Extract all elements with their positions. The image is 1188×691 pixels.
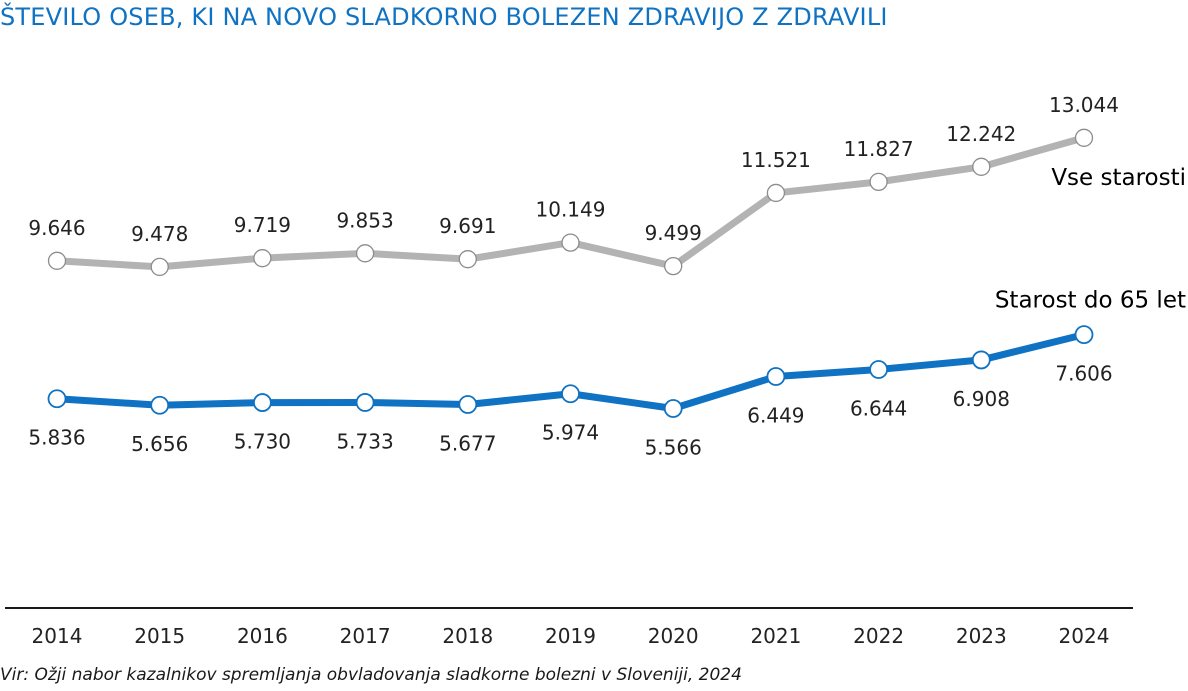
data-label: 5.730 (234, 430, 291, 454)
data-label: 5.974 (542, 421, 599, 445)
data-point (355, 393, 375, 412)
x-tick-label: 2020 (648, 624, 699, 648)
data-label: 5.677 (439, 431, 496, 455)
series-all-ages: 9.646 9.478 9.719 9.853 9.691 10.149 9.499 11.5… (28, 93, 1186, 277)
data-point (458, 395, 478, 414)
data-point (664, 256, 683, 276)
data-point (869, 360, 888, 379)
data-label: 5.733 (336, 429, 393, 453)
series-name-label: Vse starosti (1051, 165, 1186, 191)
data-label: 9.719 (234, 213, 291, 237)
data-label: 13.044 (1049, 93, 1119, 117)
x-tick-label: 2023 (956, 624, 1007, 648)
data-label: 9.499 (645, 221, 702, 245)
data-label: 9.853 (336, 208, 393, 232)
series-under-65: 5.836 5.656 5.730 5.733 5.677 5.974 5.566 6.449… (28, 288, 1186, 460)
data-label: 5.836 (28, 426, 85, 450)
data-label: 9.478 (131, 222, 188, 246)
x-tick-label: 2018 (442, 624, 493, 648)
data-point (47, 251, 67, 270)
data-point (252, 393, 272, 412)
data-label: 9.646 (28, 216, 85, 240)
x-tick-label: 2019 (545, 624, 596, 648)
data-label: 5.656 (131, 432, 188, 456)
data-point (561, 233, 580, 252)
x-tick-label: 2024 (1059, 624, 1110, 648)
data-point (150, 395, 170, 415)
data-point (150, 257, 169, 277)
data-point (561, 384, 580, 404)
x-tick-label: 2022 (853, 624, 904, 648)
x-tick-label: 2014 (32, 624, 83, 648)
data-label: 10.149 (536, 198, 606, 222)
data-label: 11.827 (844, 137, 914, 161)
data-point (766, 183, 786, 203)
x-tick-label: 2021 (750, 624, 801, 648)
data-point (47, 389, 67, 409)
data-point (253, 249, 272, 268)
chart-source: Vir: Ožji nabor kazalnikov spremljanja o… (0, 665, 742, 685)
series-name-label: Starost do 65 let (995, 288, 1186, 314)
data-point (1074, 128, 1094, 147)
data-label: 12.242 (946, 122, 1016, 146)
data-point (869, 172, 888, 192)
data-point (458, 250, 477, 269)
x-tick-label: 2017 (340, 624, 391, 648)
data-point (972, 157, 991, 176)
data-label: 9.691 (439, 214, 496, 238)
data-label: 6.908 (953, 387, 1010, 411)
data-point (1074, 325, 1094, 345)
data-label: 5.566 (645, 436, 702, 460)
series-layer: 9.646 9.478 9.719 9.853 9.691 10.149 9.499 11.5… (28, 93, 1186, 460)
chart-title: ŠTEVILO OSEB, KI NA NOVO SLADKORNO BOLEZ… (0, 3, 888, 31)
data-label: 6.449 (747, 404, 804, 428)
data-label: 11.521 (741, 148, 811, 172)
data-label: 7.606 (1055, 362, 1112, 386)
data-point (971, 350, 991, 370)
data-point (766, 367, 786, 386)
x-tick-labels: 2014 2015 2016 2017 2018 2019 2020 2021 2022 2023… (32, 624, 1110, 648)
x-tick-label: 2016 (237, 624, 288, 648)
x-tick-label: 2015 (134, 624, 185, 648)
data-point (355, 244, 375, 263)
data-point (663, 399, 683, 418)
data-label: 6.644 (850, 396, 907, 420)
